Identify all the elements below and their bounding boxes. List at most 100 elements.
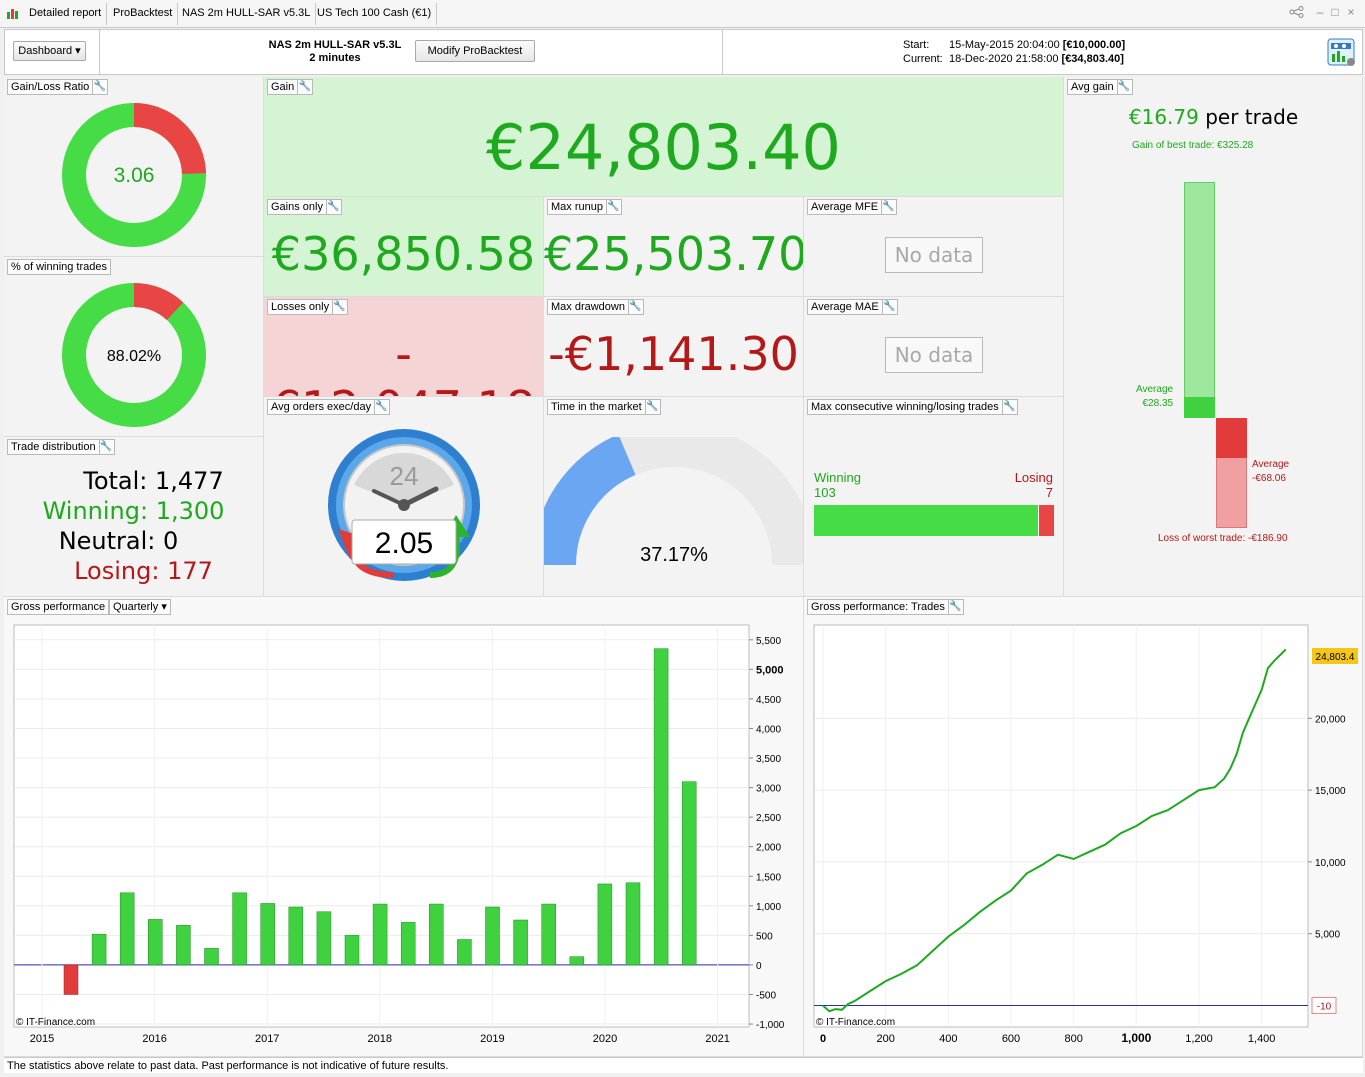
winning-streak: Winning 103	[814, 470, 861, 500]
avg-orders-title[interactable]: Avg orders exec/day 🔧	[267, 399, 391, 415]
time-in-market-title[interactable]: Time in the market 🔧	[547, 399, 661, 415]
tab-bar: Detailed report ProBacktest NAS 2m HULL-…	[0, 0, 1365, 28]
gain-loss-ratio-title[interactable]: Gain/Loss Ratio 🔧	[7, 79, 109, 95]
average-mfe-title[interactable]: Average MFE 🔧	[807, 199, 898, 215]
avg-gain-title[interactable]: Avg gain 🔧	[1067, 79, 1133, 95]
tab-probacktest[interactable]: ProBacktest	[108, 3, 179, 25]
gains-only-panel: Gains only 🔧 €36,850.58	[264, 197, 544, 297]
equity-line	[822, 648, 1287, 1013]
trade-distribution-title[interactable]: Trade distribution 🔧	[7, 439, 115, 455]
max-runup-title[interactable]: Max runup 🔧	[547, 199, 622, 215]
y-tick-label: 4,000	[756, 724, 781, 735]
streak-bar	[814, 505, 1054, 536]
strategy-name: NAS 2m HULL-SAR v5.3L	[268, 39, 402, 51]
close-icon[interactable]: ×	[1347, 5, 1355, 19]
gain-title[interactable]: Gain 🔧	[267, 79, 314, 95]
x-tick-label: 2019	[480, 1033, 504, 1045]
avg-loss-bar	[1216, 418, 1247, 458]
max-runup-panel: Max runup 🔧 €25,503.70	[544, 197, 804, 297]
bar-2015-Q2	[63, 964, 79, 995]
streak-bar-losing	[1038, 505, 1054, 536]
max-consecutive-title[interactable]: Max consecutive winning/losing trades 🔧	[807, 399, 1018, 415]
bar-2015-Q3	[91, 933, 107, 966]
minimize-icon[interactable]: –	[1316, 5, 1324, 19]
trade-distribution-panel: Trade distribution 🔧 Total: 1,477 Winning…	[4, 437, 264, 597]
y-tick-label: 2,500	[756, 813, 781, 824]
max-drawdown-value: -€1,141.30	[548, 327, 799, 381]
losses-only-panel: Losses only🔧 -€12,047.18	[264, 297, 544, 397]
avg-loss-label: Average -€68.06	[1252, 458, 1289, 486]
gross-trades-chart[interactable]: 5,000 10,000 15,000 20,000 0 200 400 600 800 1,0…	[804, 617, 1363, 1057]
winning-trades: Winning: 1,300	[42, 497, 225, 525]
bar-2018-Q4	[457, 939, 472, 966]
report-settings-icon[interactable]	[1327, 36, 1357, 68]
wrench-icon[interactable]: 🔧	[881, 300, 896, 314]
y-tick-label: 10,000	[1315, 858, 1346, 869]
losing-streak-label: Losing	[1014, 470, 1053, 485]
modify-probacktest-button[interactable]: Modify ProBacktest	[415, 40, 535, 62]
avg-win-bar	[1184, 397, 1215, 418]
wrench-icon[interactable]: 🔧	[297, 80, 311, 94]
wrench-icon[interactable]: 🔧	[332, 300, 346, 314]
average-mae-panel: Average MAE 🔧 No data	[804, 297, 1064, 397]
plot-area	[813, 624, 1309, 1028]
gross-trades-panel: Gross performance: Trades 🔧 5,000 10,000 15…	[804, 597, 1363, 1057]
zero-value-label: -10	[1317, 1001, 1332, 1012]
max-drawdown-title[interactable]: Max drawdown 🔧	[547, 299, 644, 315]
wrench-icon[interactable]: 🔧	[92, 80, 106, 94]
tab-instrument[interactable]: US Tech 100 Cash (€1)	[312, 3, 438, 25]
tab-detailed-report[interactable]: Detailed report	[24, 3, 108, 25]
last-value-badge	[1312, 648, 1358, 664]
pct-winning-panel: % of winning trades 88.02%	[4, 257, 264, 437]
tab-strategy[interactable]: NAS 2m HULL-SAR v5.3L	[177, 3, 317, 25]
gross-performance-panel: Gross performance Quarterly ▾ -1,000 -500…	[4, 597, 804, 1057]
y-tick-label: 1,500	[756, 872, 781, 883]
pct-winning-title[interactable]: % of winning trades	[7, 259, 111, 275]
losses-only-title[interactable]: Losses only 🔧	[267, 299, 349, 315]
wrench-icon[interactable]: 🔧	[1001, 400, 1016, 414]
gross-performance-title[interactable]: Gross performance	[7, 599, 110, 615]
pct-winning-donut: 88.02%	[62, 283, 206, 427]
losing-streak: Losing 7	[1015, 470, 1053, 500]
share-icon[interactable]	[1288, 6, 1306, 18]
worst-trade-label: Loss of worst trade: -€186.90	[1158, 532, 1288, 544]
gains-only-value: €36,850.58	[271, 227, 536, 281]
start-value: [€10,000.00]	[1062, 39, 1126, 51]
gross-trades-title[interactable]: Gross performance: Trades 🔧	[807, 599, 964, 615]
average-mae-title[interactable]: Average MAE 🔧	[807, 299, 898, 315]
average-mae-no-data: No data	[885, 337, 983, 373]
wrench-icon[interactable]: 🔧	[374, 400, 388, 414]
gain-loss-ratio-donut: 3.06	[62, 103, 206, 247]
x-tick-label: 2015	[30, 1033, 54, 1045]
period-dropdown[interactable]: Quarterly ▾	[109, 599, 171, 615]
wrench-icon[interactable]: 🔧	[881, 200, 895, 214]
y-tick-label: 500	[756, 931, 773, 942]
chevron-down-icon: ▾	[75, 45, 81, 57]
avg-gain-headline: €16.79 per trade	[1064, 105, 1362, 129]
streak-bar-winning	[814, 505, 1038, 536]
wrench-icon[interactable]: 🔧	[644, 400, 659, 414]
wrench-icon[interactable]: 🔧	[627, 300, 642, 314]
report-header: Dashboard ▾ NAS 2m HULL-SAR v5.3L 2 minu…	[4, 29, 1363, 75]
x-tick-label: 2017	[255, 1033, 279, 1045]
gains-only-title[interactable]: Gains only 🔧	[267, 199, 342, 215]
wrench-icon[interactable]: 🔧	[1116, 80, 1131, 94]
wrench-icon[interactable]: 🔧	[98, 440, 113, 454]
chevron-down-icon: ▾	[161, 601, 167, 613]
average-mfe-no-data: No data	[885, 237, 983, 273]
start-date: 15-May-2015 20:04:00	[949, 39, 1060, 51]
bar-2019-Q4	[569, 956, 585, 966]
wrench-icon[interactable]: 🔧	[325, 200, 340, 214]
ratio-value: 3.06	[114, 164, 155, 187]
x-tick-label: 600	[1002, 1033, 1020, 1045]
x-tick-label: 2018	[368, 1033, 392, 1045]
dashboard-dropdown[interactable]: Dashboard ▾	[13, 41, 86, 61]
gross-performance-chart[interactable]: -1,000 -500 0 500 1,000 1,500 2,000 2,500 3,000 3…	[4, 617, 804, 1057]
wrench-icon[interactable]: 🔧	[947, 600, 962, 614]
y-tick-label: 2,000	[756, 843, 781, 854]
start-label: Start:	[903, 39, 930, 51]
x-tick-label: 1,200	[1185, 1033, 1213, 1045]
wrench-icon[interactable]: 🔧	[605, 200, 620, 214]
x-tick-label: 1,400	[1248, 1033, 1276, 1045]
maximize-icon[interactable]: □	[1331, 5, 1339, 19]
